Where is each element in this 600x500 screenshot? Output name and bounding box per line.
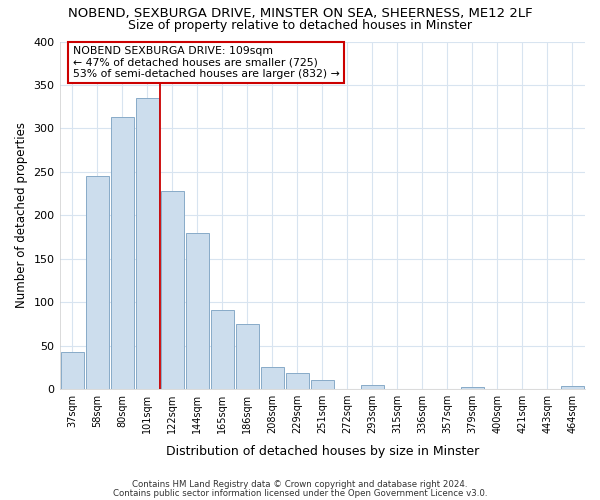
- Bar: [561, 386, 584, 389]
- Bar: [286, 374, 309, 389]
- Text: Contains public sector information licensed under the Open Government Licence v3: Contains public sector information licen…: [113, 488, 487, 498]
- Bar: [136, 98, 158, 389]
- Bar: [261, 368, 284, 389]
- Bar: [86, 176, 109, 389]
- Bar: [311, 380, 334, 389]
- Bar: [461, 388, 484, 389]
- Text: Size of property relative to detached houses in Minster: Size of property relative to detached ho…: [128, 18, 472, 32]
- Bar: [361, 384, 384, 389]
- Y-axis label: Number of detached properties: Number of detached properties: [15, 122, 28, 308]
- Bar: [185, 232, 209, 389]
- Text: NOBEND SEXBURGA DRIVE: 109sqm
← 47% of detached houses are smaller (725)
53% of : NOBEND SEXBURGA DRIVE: 109sqm ← 47% of d…: [73, 46, 340, 79]
- X-axis label: Distribution of detached houses by size in Minster: Distribution of detached houses by size …: [166, 444, 479, 458]
- Bar: [236, 324, 259, 389]
- Text: NOBEND, SEXBURGA DRIVE, MINSTER ON SEA, SHEERNESS, ME12 2LF: NOBEND, SEXBURGA DRIVE, MINSTER ON SEA, …: [68, 8, 532, 20]
- Bar: [211, 310, 233, 389]
- Bar: [110, 117, 134, 389]
- Bar: [161, 191, 184, 389]
- Bar: [61, 352, 83, 389]
- Text: Contains HM Land Registry data © Crown copyright and database right 2024.: Contains HM Land Registry data © Crown c…: [132, 480, 468, 489]
